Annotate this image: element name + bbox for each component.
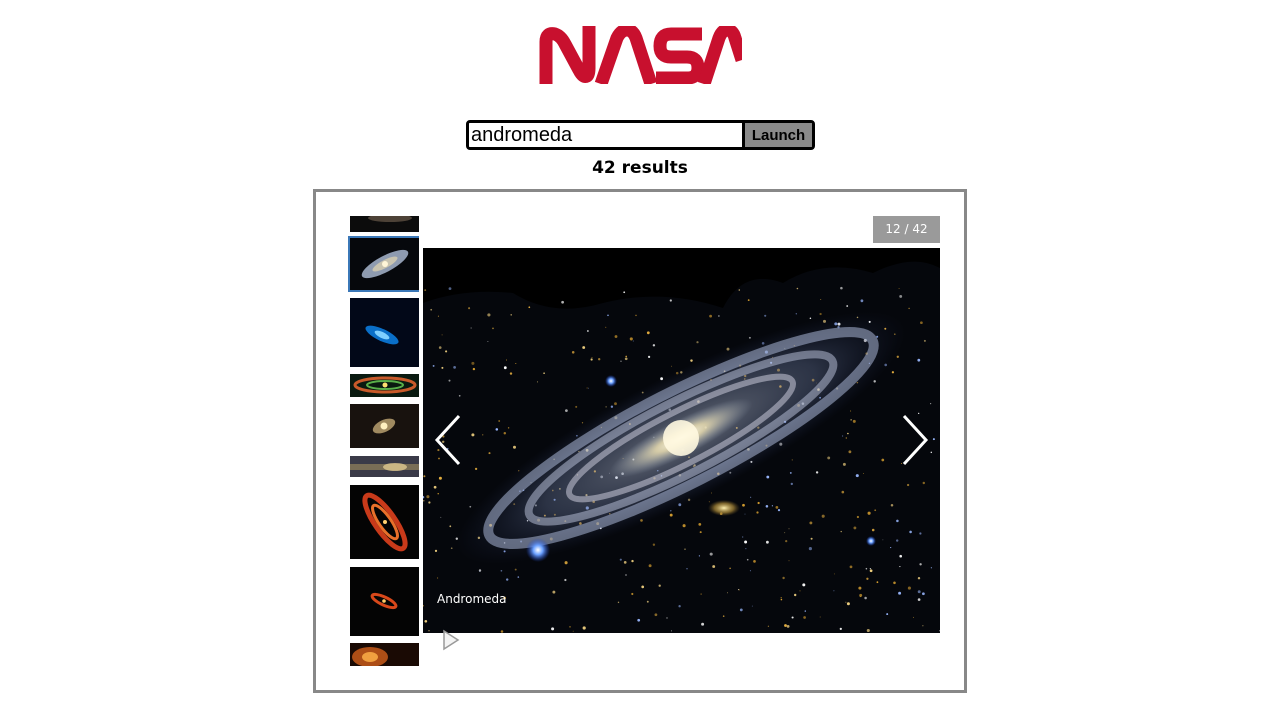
galaxy-thumbnail-dust-band-icon <box>350 456 419 477</box>
galaxy-thumbnail-red-small-icon <box>350 567 419 636</box>
thumbnail-item[interactable] <box>350 643 419 666</box>
play-icon <box>443 629 460 651</box>
next-button[interactable] <box>892 412 932 468</box>
thumbnail-item[interactable] <box>350 216 419 232</box>
previous-button[interactable] <box>431 412 471 468</box>
thumbnail-item[interactable] <box>350 567 419 636</box>
galaxy-thumbnail-grey-spiral-icon <box>350 238 419 290</box>
galaxy-thumbnail-orange-partial-icon <box>350 643 419 666</box>
galaxy-thumbnail-yellow-core-icon <box>350 404 419 448</box>
thumbnail-strip[interactable] <box>347 216 419 666</box>
launch-button[interactable]: Launch <box>745 123 812 147</box>
search-form: Launch <box>466 120 815 150</box>
galaxy-thumbnail-ring-icon <box>350 374 419 397</box>
chevron-left-icon <box>434 414 461 466</box>
thumbnail-item[interactable] <box>350 298 419 367</box>
image-caption: Andromeda <box>437 592 507 606</box>
andromeda-galaxy-image <box>423 248 940 633</box>
thumbnail-item[interactable] <box>350 456 419 477</box>
image-gallery: 12 / 42 <box>313 189 967 693</box>
nasa-logo <box>539 23 749 87</box>
galaxy-thumbnail-blue-icon <box>350 298 419 367</box>
main-image[interactable]: Andromeda <box>423 248 940 633</box>
galaxy-thumbnail-partial-icon <box>350 216 419 232</box>
image-counter: 12 / 42 <box>873 216 940 243</box>
thumbnail-item[interactable] <box>350 485 419 559</box>
search-input[interactable] <box>469 123 745 147</box>
thumbnail-item[interactable] <box>350 404 419 448</box>
results-count: 42 results <box>592 158 688 178</box>
play-button[interactable] <box>440 629 462 651</box>
nasa-worm-logo-icon <box>539 23 749 87</box>
thumbnail-item[interactable] <box>350 374 419 397</box>
galaxy-thumbnail-red-spiral-icon <box>350 485 419 559</box>
thumbnail-item-active[interactable] <box>348 236 419 292</box>
chevron-right-icon <box>902 414 929 466</box>
